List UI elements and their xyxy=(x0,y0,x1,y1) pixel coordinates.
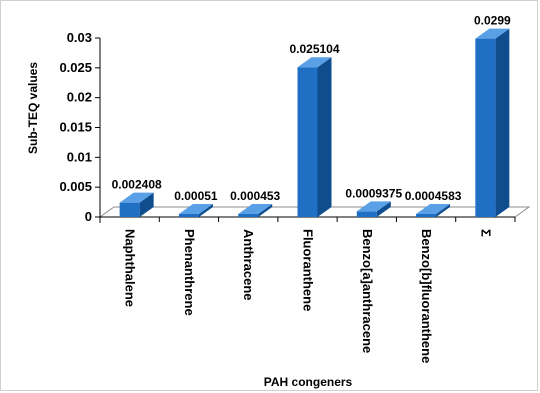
x-tick-label: Benzo[b]fluoranthene xyxy=(419,229,434,363)
x-tick-label: Phenanthrene xyxy=(182,229,197,316)
bar-top-face xyxy=(119,192,154,203)
y-tick-label: 0 xyxy=(85,209,92,224)
x-tick-label: Σ xyxy=(478,229,493,237)
bar-front-face xyxy=(297,67,318,217)
y-tick-label: 0.03 xyxy=(67,30,92,45)
bar xyxy=(297,57,332,217)
data-labels: 0.002408 0.00051 0.000453 0.025104 0.0009375… xyxy=(112,14,511,203)
y-axis-title: Sub-TEQ values xyxy=(26,62,40,154)
data-label: 0.0009375 xyxy=(345,186,402,200)
bars xyxy=(119,28,510,218)
bar xyxy=(119,192,154,217)
bar xyxy=(475,28,510,218)
bar-side-face xyxy=(198,203,213,217)
bar xyxy=(238,204,273,217)
bar-front-face xyxy=(475,38,496,218)
bar-side-face xyxy=(139,192,154,217)
bar-top-face xyxy=(475,28,510,39)
x-axis-title: PAH congeners xyxy=(264,375,353,389)
y-tick-label: 0.005 xyxy=(59,179,92,194)
bar-side-face xyxy=(436,204,451,217)
bar-top-face xyxy=(178,203,213,214)
bar xyxy=(356,201,391,217)
data-label: 0.0299 xyxy=(474,14,511,28)
bar-front-face xyxy=(178,213,199,217)
data-label: 0.002408 xyxy=(112,178,162,192)
bar xyxy=(178,203,213,217)
y-tick-label: 0.02 xyxy=(67,90,92,105)
data-label: 0.0004583 xyxy=(405,189,462,203)
bar-top-face xyxy=(297,57,332,68)
y-tick-label: 0.025 xyxy=(59,60,92,75)
data-label: 0.025104 xyxy=(289,42,339,56)
x-axis-labels: Naphthalene Phenanthrene Anthracene Fluoran… xyxy=(123,229,494,363)
data-label: 0.00051 xyxy=(174,189,218,203)
bar-side-face xyxy=(376,201,391,217)
bar xyxy=(416,204,451,217)
bar-front-face xyxy=(416,214,437,217)
data-label: 0.000453 xyxy=(230,189,280,203)
bar-top-face xyxy=(356,201,391,212)
bar-side-face xyxy=(317,57,332,217)
bar-side-face xyxy=(495,28,510,218)
x-tick-label: Benzo[a]anthracene xyxy=(360,229,375,353)
y-tick-label: 0.015 xyxy=(59,120,92,135)
bar-top-face xyxy=(238,204,273,214)
bar-side-face xyxy=(258,204,273,217)
bar-front-face xyxy=(238,214,259,217)
bar-top-face xyxy=(416,204,451,214)
x-tick-label: Fluoranthene xyxy=(301,229,316,311)
x-tick-label: Anthracene xyxy=(241,229,256,301)
y-tick-label: 0.01 xyxy=(67,149,92,164)
bar-front-face xyxy=(119,202,140,217)
x-tick-label: Naphthalene xyxy=(123,229,138,307)
bar-front-face xyxy=(356,211,377,217)
